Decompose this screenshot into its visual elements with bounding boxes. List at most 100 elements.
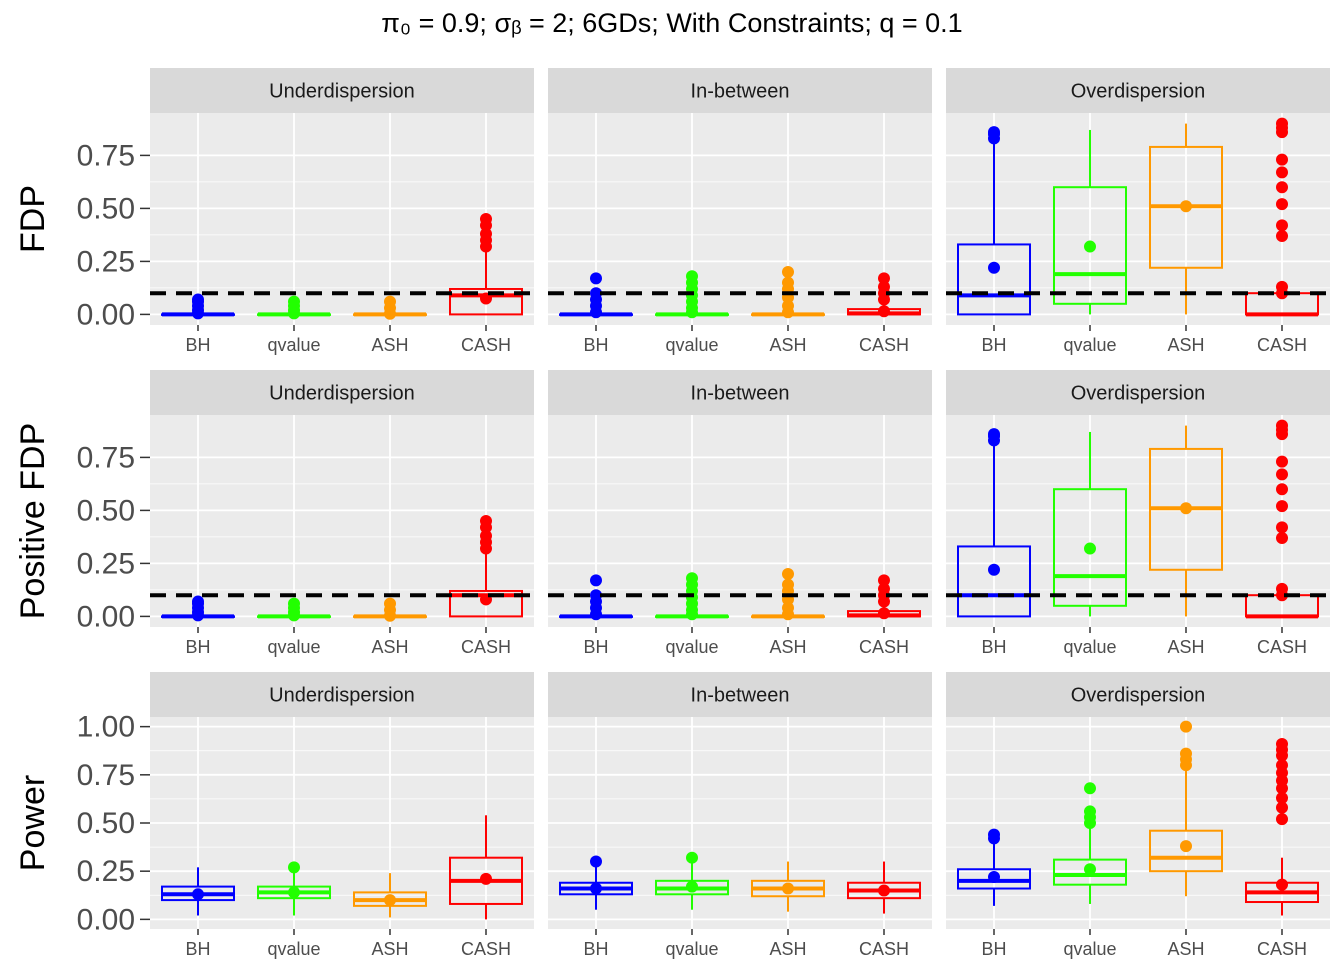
y-tick-label: 0.25 xyxy=(77,855,135,888)
x-tick-label: qvalue xyxy=(665,335,718,355)
outlier-point xyxy=(878,272,890,285)
facet-strip xyxy=(946,672,1330,717)
x-tick-label: BH xyxy=(583,637,608,657)
box-ash xyxy=(353,295,427,320)
facet-strip xyxy=(548,68,932,113)
mean-point xyxy=(384,894,396,907)
y-axis-label: Power xyxy=(14,775,52,871)
facet-strip-label: Overdispersion xyxy=(1071,685,1206,707)
mean-point xyxy=(1276,287,1288,300)
mean-point xyxy=(988,870,1000,883)
outlier-point xyxy=(1276,483,1288,496)
mean-point xyxy=(384,307,396,320)
outlier-point xyxy=(988,428,1000,441)
x-tick-label: ASH xyxy=(371,335,408,355)
outlier-point xyxy=(590,574,602,587)
outlier-point xyxy=(1276,419,1288,432)
y-tick-label: 1.00 xyxy=(77,711,135,744)
mean-point xyxy=(384,609,396,622)
outlier-point xyxy=(782,266,794,278)
box-ash xyxy=(353,597,427,622)
box-bh xyxy=(957,428,1031,618)
x-tick-label: ASH xyxy=(371,637,408,657)
box-body xyxy=(1053,488,1127,607)
outlier-point xyxy=(590,272,602,285)
mean-point xyxy=(878,884,890,897)
facet-strip-label: Underdispersion xyxy=(269,81,415,103)
x-tick-label: CASH xyxy=(859,335,909,355)
mean-point xyxy=(878,607,890,620)
y-tick-label: 0.25 xyxy=(77,245,135,278)
y-tick-label: 0.00 xyxy=(77,298,135,331)
x-tick-label: BH xyxy=(981,335,1006,355)
facet-strip-label: Underdispersion xyxy=(269,383,415,405)
mean-point xyxy=(1084,542,1096,555)
y-tick-label: 0.75 xyxy=(77,441,135,474)
x-tick-label: BH xyxy=(981,939,1006,959)
outlier-point xyxy=(1084,782,1096,795)
facet-panel: Underdispersion BH qvalue ASH CASH xyxy=(150,370,534,657)
mean-point xyxy=(686,608,698,621)
box-ash xyxy=(751,861,825,912)
chart-title: π₀ = 0.9; σᵦ = 2; 6GDs; With Constraints… xyxy=(381,8,962,38)
box-ash xyxy=(1149,720,1223,897)
mean-point xyxy=(192,609,204,622)
facet-strip xyxy=(150,672,534,717)
mean-point xyxy=(288,609,300,622)
mean-point xyxy=(590,608,602,621)
outlier-point xyxy=(480,227,492,240)
outlier-point xyxy=(1180,720,1192,733)
outlier-point xyxy=(878,574,890,587)
y-tick-label: 0.25 xyxy=(77,547,135,580)
x-tick-label: BH xyxy=(185,335,210,355)
y-tick-label: 0.50 xyxy=(77,192,135,225)
x-tick-label: BH xyxy=(185,939,210,959)
mean-point xyxy=(1276,878,1288,891)
outlier-point xyxy=(1276,153,1288,166)
y-tick-label: 0.50 xyxy=(77,807,135,840)
facet-strip-label: In-between xyxy=(691,383,790,405)
y-tick-label: 0.75 xyxy=(77,139,135,172)
box-qvalue xyxy=(1053,129,1127,315)
box-qvalue xyxy=(655,572,729,621)
facet-strip xyxy=(946,68,1330,113)
box-qvalue xyxy=(257,597,331,622)
facet-strip-label: In-between xyxy=(691,685,790,707)
outlier-point xyxy=(988,126,1000,139)
outlier-point xyxy=(782,568,794,580)
box-bh xyxy=(559,855,633,910)
y-tick-label: 0.00 xyxy=(77,600,135,633)
x-tick-label: BH xyxy=(583,939,608,959)
box-bh xyxy=(161,595,235,622)
y-tick-label: 0.50 xyxy=(77,494,135,527)
facet-panel: Underdispersion BH qvalue ASH CASH xyxy=(150,672,534,959)
x-tick-label: qvalue xyxy=(267,637,320,657)
panel-background xyxy=(548,113,932,325)
x-tick-label: qvalue xyxy=(665,939,718,959)
outlier-point xyxy=(1180,747,1192,760)
facet-row-2: Positive FDP 0.00 0.25 0.50 0.75 Underdispers… xyxy=(14,370,1330,657)
box-cash xyxy=(1245,737,1319,916)
x-tick-label: CASH xyxy=(461,335,511,355)
y-axis-label: FDP xyxy=(14,185,52,253)
x-tick-label: CASH xyxy=(461,637,511,657)
facet-row-3: Power 0.00 0.25 0.50 0.75 1.00 Underdispersion… xyxy=(14,672,1330,959)
box-body xyxy=(957,545,1031,618)
outlier-point xyxy=(480,529,492,542)
outlier-point xyxy=(1276,791,1288,804)
facet-panel: Underdispersion BH qvalue ASH CASH xyxy=(150,68,534,355)
outlier-point xyxy=(686,851,698,864)
outlier-point xyxy=(1276,531,1288,544)
x-tick-label: ASH xyxy=(1167,335,1204,355)
outlier-point xyxy=(782,276,794,289)
mean-point xyxy=(988,261,1000,274)
outlier-point xyxy=(1276,229,1288,242)
box-bh xyxy=(161,293,235,320)
x-tick-label: qvalue xyxy=(1063,335,1116,355)
x-tick-label: BH xyxy=(981,637,1006,657)
box-cash xyxy=(449,213,523,316)
mean-point xyxy=(782,306,794,319)
outlier-point xyxy=(1276,813,1288,826)
mean-point xyxy=(1180,502,1192,515)
y-tick-label: 0.75 xyxy=(77,759,135,792)
